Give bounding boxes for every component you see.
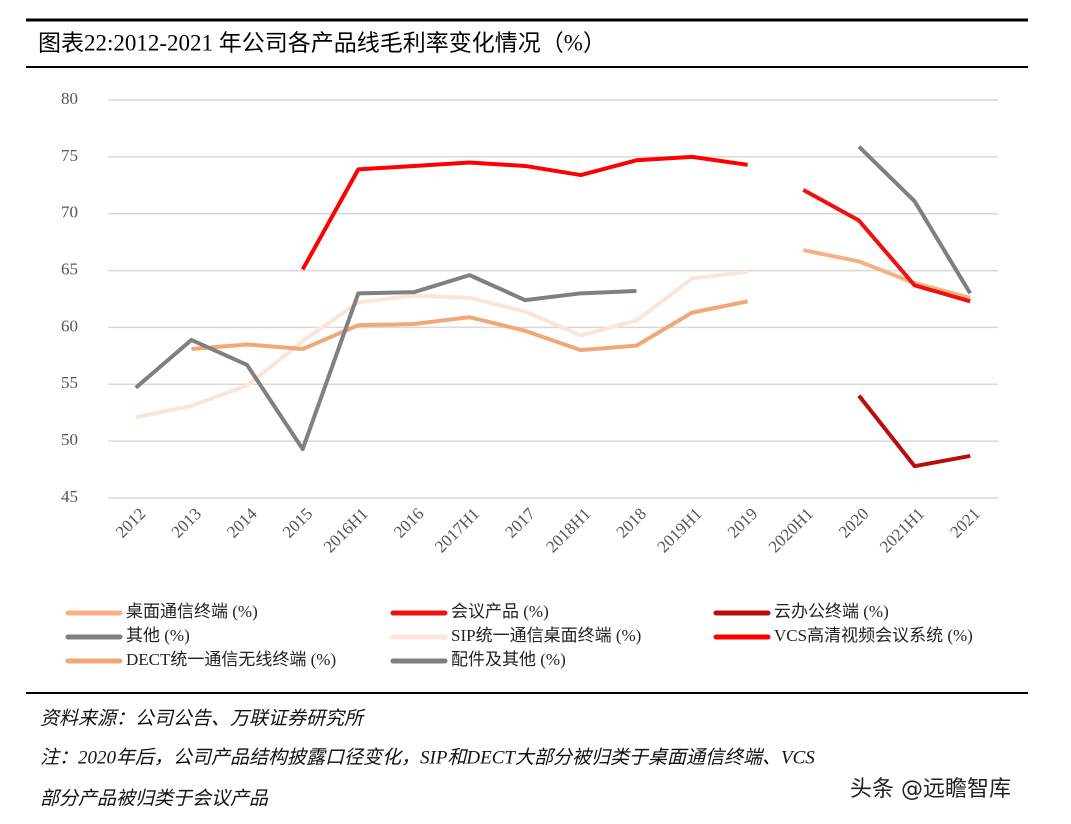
watermark: 头条 @远瞻智库: [850, 777, 1011, 802]
source: 资料来源：公司公告、万联证券研究所: [40, 707, 366, 729]
series-line: [135, 269, 748, 420]
y-tick-label: 75: [61, 146, 78, 165]
note-line: 注：2020年后，公司产品结构披露口径变化，SIP和DECT大部分被归类于桌面通…: [40, 746, 815, 768]
legend-label: 桌面通信终端 (%): [126, 602, 258, 621]
legend-label: 其他 (%): [126, 626, 190, 645]
y-tick-label: 55: [61, 373, 78, 392]
legend-label: 配件及其他 (%): [451, 650, 566, 669]
y-tick-label: 45: [61, 487, 78, 506]
series-line: [300, 154, 748, 271]
legend-label: DECT统一通信无线终端 (%): [126, 650, 336, 669]
legend-label: 会议产品 (%): [451, 602, 549, 621]
y-tick-label: 70: [61, 203, 78, 222]
y-tick-label: 65: [61, 259, 78, 278]
series-line: [191, 299, 749, 353]
chart-title: 图表22:2012-2021 年公司各产品线毛利率变化情况（%）: [38, 30, 606, 55]
series-line: [802, 248, 971, 300]
y-tick-label: 50: [61, 430, 78, 449]
series-line: [134, 273, 637, 452]
legend-label: 云办公终端 (%): [774, 602, 889, 621]
y-tick-label: 80: [61, 89, 78, 108]
y-tick-label: 60: [61, 316, 78, 335]
series-line: [857, 394, 971, 469]
legend-label: VCS高清视频会议系统 (%): [774, 626, 973, 645]
legend-label: SIP统一通信桌面终端 (%): [451, 626, 641, 645]
series-line: [802, 188, 971, 304]
series-line: [857, 145, 972, 295]
note-line: 部分产品被归类于会议产品: [40, 787, 269, 809]
